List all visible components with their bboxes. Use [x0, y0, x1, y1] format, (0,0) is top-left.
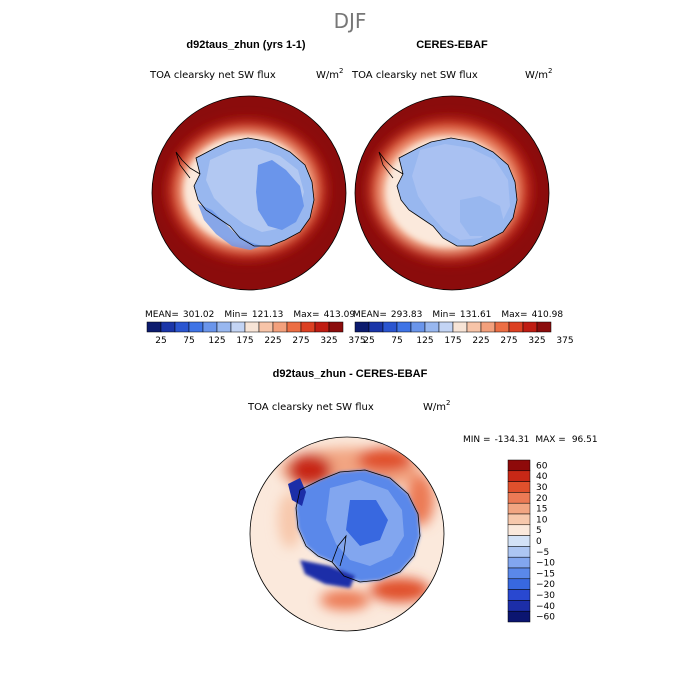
model-colorbar-tick-label: 325	[320, 336, 337, 346]
obs-colorbar-swatch	[466, 321, 482, 333]
model-panel: d92taus_zhun (yrs 1-1) TOA clearsky net …	[145, 39, 366, 346]
diff-colorbar-tick-label: 60	[536, 461, 548, 471]
model-colorbar-swatch	[216, 321, 232, 333]
obs-colorbar-swatch	[354, 321, 370, 333]
model-stats: MEAN= 301.02 Min= 121.13 Max= 413.09	[145, 310, 355, 320]
model-colorbar-swatch	[188, 321, 204, 333]
model-panel-title: d92taus_zhun (yrs 1-1)	[186, 39, 306, 51]
diff-colorbar-swatch	[507, 546, 531, 558]
model-colorbar-swatch	[328, 321, 344, 333]
diff-colorbar-swatch	[507, 535, 531, 547]
diff-colorbar-swatch	[507, 610, 531, 623]
model-colorbar-swatch	[258, 321, 274, 333]
diff-variable-label: TOA clearsky net SW flux	[247, 402, 374, 413]
obs-colorbar-swatch	[480, 321, 496, 333]
model-polar-map	[152, 96, 346, 290]
diff-colorbar-tick-label: −30	[536, 591, 555, 601]
obs-polar-map	[355, 96, 549, 290]
diff-panel-title: d92taus_zhun - CERES-EBAF	[273, 368, 428, 380]
diff-colorbar-swatch	[507, 513, 531, 526]
model-colorbar: 25 75 125 175 225 275 325 375	[146, 321, 366, 346]
diff-colorbar-swatch	[507, 567, 531, 580]
diff-colorbar-tick-label: 5	[536, 526, 542, 536]
diff-colorbar-swatch	[507, 589, 531, 601]
diff-colorbar-swatch	[507, 492, 531, 504]
diff-colorbar-swatch	[507, 524, 531, 536]
obs-colorbar: 25 75 125 175 225 275 325 375	[354, 321, 574, 346]
season-title: DJF	[334, 9, 367, 33]
diff-colorbar-swatch	[507, 470, 531, 482]
diff-panel: d92taus_zhun - CERES-EBAF TOA clearsky n…	[247, 368, 598, 632]
diff-colorbar-swatch	[507, 481, 531, 493]
model-colorbar-tick-label: 225	[264, 336, 281, 346]
obs-units-label: W/m2	[525, 67, 552, 81]
model-colorbar-swatch	[230, 321, 246, 333]
model-variable-label: TOA clearsky net SW flux	[149, 70, 276, 81]
diff-colorbar-tick-label: −60	[536, 613, 555, 623]
obs-colorbar-swatch	[438, 321, 454, 333]
diff-colorbar-swatch	[507, 556, 531, 569]
obs-stats: MEAN= 293.83 Min= 131.61 Max= 410.98	[353, 310, 563, 320]
diff-units-label: W/m2	[423, 399, 450, 413]
diff-colorbar-tick-label: 10	[536, 515, 548, 525]
model-colorbar-swatch	[174, 321, 190, 333]
diff-colorbar-tick-label: −40	[536, 602, 555, 612]
diff-colorbar-tick-label: −10	[536, 559, 555, 569]
obs-colorbar-swatch	[452, 321, 468, 333]
model-colorbar-swatch	[202, 321, 218, 333]
obs-panel: CERES-EBAF TOA clearsky net SW flux W/m2…	[351, 39, 574, 346]
obs-variable-label: TOA clearsky net SW flux	[351, 70, 478, 81]
model-colorbar-swatch	[314, 321, 330, 333]
obs-colorbar-tick-label: 125	[416, 336, 433, 346]
obs-colorbar-swatch	[536, 321, 552, 333]
model-colorbar-swatch	[244, 321, 260, 333]
diff-colorbar-tick-label: −15	[536, 569, 555, 579]
diff-polar-map	[250, 437, 444, 631]
obs-panel-title: CERES-EBAF	[416, 39, 488, 51]
model-colorbar-tick-label: 375	[348, 336, 365, 346]
obs-colorbar-swatch	[368, 321, 384, 333]
model-colorbar-swatch	[286, 321, 302, 333]
model-colorbar-swatch	[146, 321, 162, 333]
model-units-label: W/m2	[316, 67, 343, 81]
model-colorbar-tick-label: 175	[236, 336, 253, 346]
diff-colorbar-tick-label: 20	[536, 494, 548, 504]
obs-colorbar-swatch	[522, 321, 538, 333]
diff-colorbar-tick-label: 15	[536, 505, 547, 515]
model-colorbar-swatch	[160, 321, 176, 333]
diff-colorbar-swatch	[507, 502, 531, 515]
obs-colorbar-tick-label: 375	[556, 336, 573, 346]
diff-colorbar-swatch	[507, 459, 531, 472]
model-colorbar-tick-label: 125	[208, 336, 225, 346]
model-colorbar-swatch	[272, 321, 288, 333]
diff-colorbar-swatch	[507, 600, 531, 612]
obs-colorbar-tick-label: 175	[444, 336, 461, 346]
obs-colorbar-swatch	[508, 321, 524, 333]
diff-colorbar-tick-label: 0	[536, 537, 542, 547]
obs-colorbar-tick-label: 225	[472, 336, 489, 346]
diff-stats: MIN = -134.31 MAX = 96.51	[463, 435, 598, 445]
diff-colorbar-tick-label: 40	[536, 472, 548, 482]
obs-colorbar-swatch	[494, 321, 510, 333]
diff-colorbar-tick-label: −20	[536, 580, 555, 590]
model-colorbar-tick-label: 275	[292, 336, 309, 346]
model-colorbar-tick-label: 75	[183, 336, 194, 346]
obs-colorbar-swatch	[410, 321, 426, 333]
model-colorbar-swatch	[300, 321, 316, 333]
obs-colorbar-swatch	[396, 321, 412, 333]
obs-colorbar-tick-label: 275	[500, 336, 517, 346]
obs-colorbar-tick-label: 325	[528, 336, 545, 346]
obs-colorbar-swatch	[424, 321, 440, 333]
diff-colorbar-tick-label: 30	[536, 483, 548, 493]
obs-colorbar-swatch	[382, 321, 398, 333]
diff-colorbar-swatch	[507, 578, 531, 590]
obs-colorbar-tick-label: 75	[391, 336, 402, 346]
diff-colorbar-tick-label: −5	[536, 548, 549, 558]
obs-colorbar-tick-label: 25	[363, 336, 374, 346]
model-colorbar-tick-label: 25	[155, 336, 166, 346]
